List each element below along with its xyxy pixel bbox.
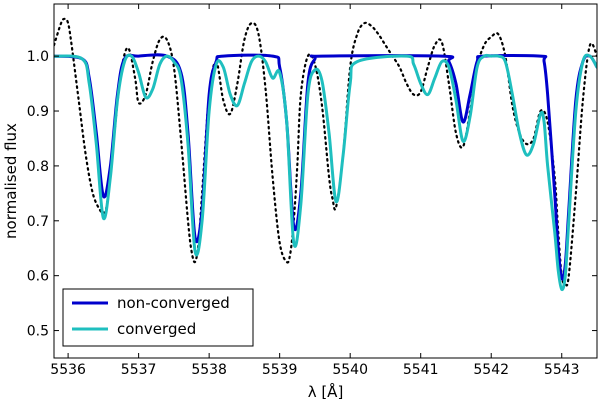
x-tick-label: 5537	[121, 362, 157, 378]
y-tick-label: 0.8	[27, 159, 49, 175]
y-tick-label: 0.6	[27, 269, 49, 285]
series-layer	[54, 17, 597, 292]
x-axis-label: λ [Å]	[308, 382, 344, 401]
x-tick-label: 5541	[403, 362, 439, 378]
y-tick-label: 0.5	[27, 324, 49, 340]
legend: non-converged converged	[62, 288, 254, 347]
y-tick-label: 0.7	[27, 214, 49, 230]
x-tick-label: 5536	[50, 362, 86, 378]
y-axis-label: normalised flux	[2, 123, 20, 239]
legend-box	[62, 288, 254, 347]
x-tick-label: 5543	[544, 362, 580, 378]
series-line-observed	[54, 17, 597, 287]
ticks-layer: 5536 5537 5538 5539 5540 5541 5542 5543 0.5 0.6 0.…	[27, 4, 597, 378]
legend-label-non-converged: non-converged	[117, 294, 230, 312]
series-line-converged	[54, 53, 597, 292]
y-tick-label: 0.9	[27, 104, 49, 120]
plot-frame	[53, 3, 598, 359]
x-tick-label: 5542	[473, 362, 509, 378]
y-tick-label: 1.0	[27, 49, 49, 65]
x-tick-label: 5538	[191, 362, 227, 378]
x-tick-label: 5540	[332, 362, 368, 378]
x-tick-label: 5539	[262, 362, 298, 378]
legend-label-converged: converged	[117, 320, 196, 338]
